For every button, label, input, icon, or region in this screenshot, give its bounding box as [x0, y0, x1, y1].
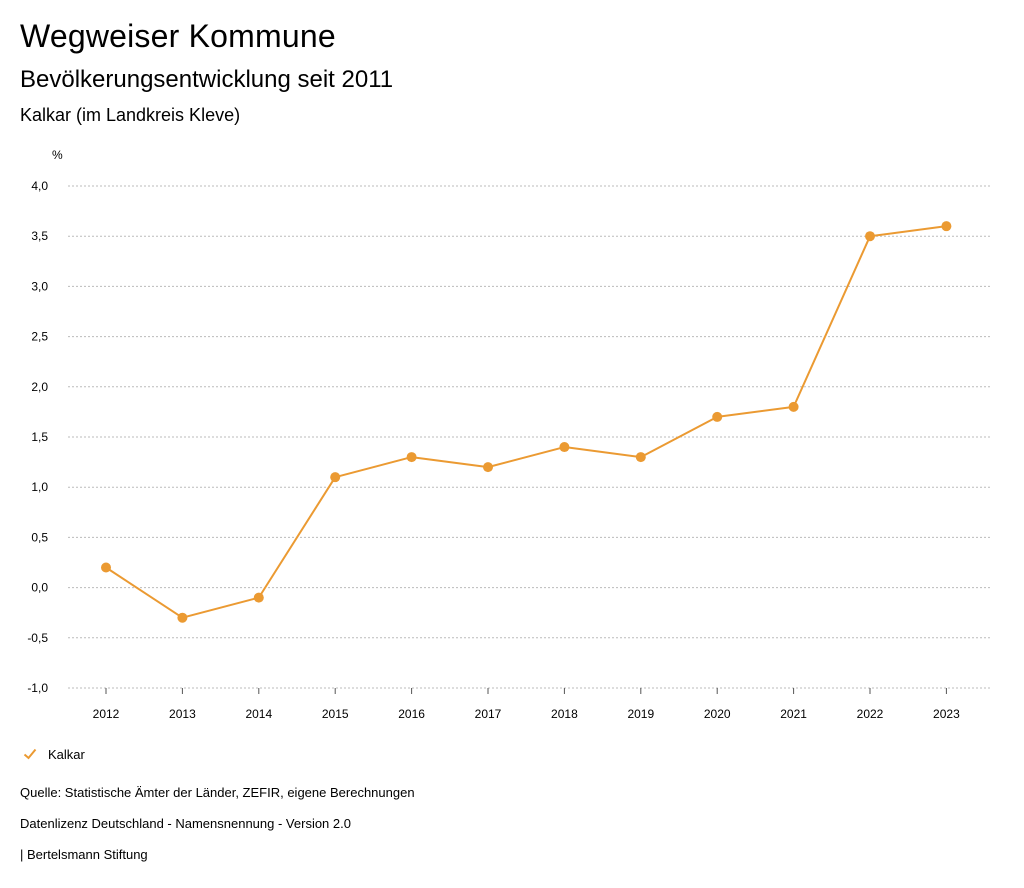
y-tick-label: 1,5 [31, 430, 48, 444]
x-tick-label: 2014 [245, 707, 272, 721]
y-tick-label: 2,5 [31, 330, 48, 344]
y-tick-label: -0,5 [27, 631, 48, 645]
y-tick-label: 2,0 [31, 380, 48, 394]
y-tick-label: 3,0 [31, 279, 48, 293]
data-point [483, 462, 493, 473]
x-tick-label: 2021 [780, 707, 807, 721]
data-point [788, 401, 799, 412]
x-tick-label: 2013 [169, 707, 196, 721]
x-tick-label: 2017 [475, 707, 502, 721]
x-tick-label: 2019 [627, 707, 654, 721]
source-note: Quelle: Statistische Ämter der Länder, Z… [20, 785, 415, 800]
x-tick-label: 2015 [322, 707, 349, 721]
publisher-note: | Bertelsmann Stiftung [20, 847, 148, 862]
data-point [253, 592, 264, 603]
x-tick-label: 2016 [398, 707, 425, 721]
data-point [101, 562, 111, 573]
data-point [635, 452, 646, 463]
x-tick-label: 2012 [93, 707, 120, 721]
line-chart: % 4,0 3,5 3,0 2,5 2,0 1,5 1,0 0,5 0,0 -0,5 -1,0 2012… [27, 148, 990, 721]
x-tick-label: 2018 [551, 707, 578, 721]
y-tick-label: 0,5 [31, 530, 48, 544]
data-point [406, 452, 417, 463]
x-tick-label: 2023 [933, 707, 960, 721]
data-point [712, 411, 723, 422]
x-tick-label: 2022 [857, 707, 884, 721]
legend[interactable]: Kalkar [20, 744, 85, 764]
data-point [559, 442, 570, 453]
license-note: Datenlizenz Deutschland - Namensnennung … [20, 816, 351, 831]
y-tick-label: 4,0 [31, 179, 48, 193]
x-tick-label: 2020 [704, 707, 731, 721]
y-tick-label: 0,0 [31, 581, 48, 595]
y-tick-label: 3,5 [31, 229, 48, 243]
data-point [941, 221, 952, 232]
check-icon[interactable] [20, 744, 40, 764]
data-point [177, 612, 188, 623]
data-point [330, 472, 341, 483]
page-title: Wegweiser Kommune [20, 18, 336, 54]
series-line-kalkar [105, 225, 947, 619]
chart-subtitle: Bevölkerungsentwicklung seit 2011 [20, 66, 394, 93]
y-tick-label: -1,0 [27, 681, 48, 695]
y-tick-label: 1,0 [31, 480, 48, 494]
data-point [865, 231, 875, 242]
y-axis-unit-label: % [52, 148, 63, 162]
legend-label-kalkar: Kalkar [48, 746, 85, 762]
region-label: Kalkar (im Landkreis Kleve) [20, 105, 241, 125]
